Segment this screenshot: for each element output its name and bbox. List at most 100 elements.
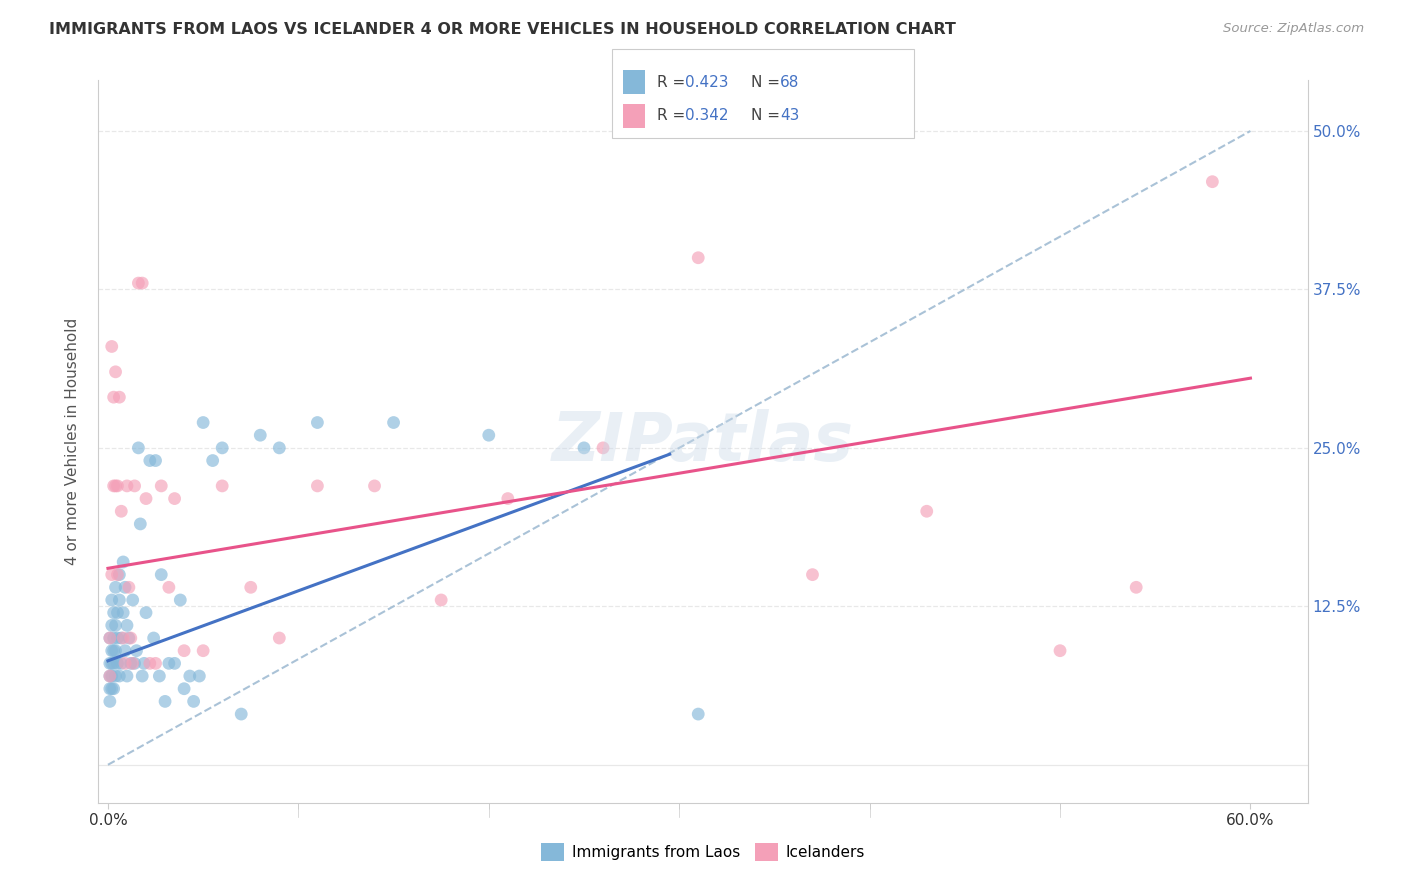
Immigrants from Laos (169, 593, 191, 607)
Immigrants from Laos (115, 618, 138, 632)
Immigrants from Laos (100, 618, 122, 632)
Text: 0.342: 0.342 (685, 109, 728, 123)
Icelanders (239, 580, 262, 594)
Icelanders (211, 479, 233, 493)
Immigrants from Laos (478, 428, 501, 442)
Icelanders (1125, 580, 1147, 594)
Immigrants from Laos (382, 416, 405, 430)
Immigrants from Laos (110, 631, 132, 645)
Immigrants from Laos (98, 681, 121, 696)
Icelanders (131, 276, 153, 290)
Icelanders (107, 567, 129, 582)
Immigrants from Laos (201, 453, 224, 467)
Immigrants from Laos (108, 593, 131, 607)
Immigrants from Laos (173, 681, 195, 696)
Text: IMMIGRANTS FROM LAOS VS ICELANDER 4 OR MORE VEHICLES IN HOUSEHOLD CORRELATION CH: IMMIGRANTS FROM LAOS VS ICELANDER 4 OR M… (49, 22, 956, 37)
Icelanders (157, 580, 180, 594)
Immigrants from Laos (163, 657, 186, 671)
Immigrants from Laos (103, 606, 125, 620)
Immigrants from Laos (153, 694, 176, 708)
Immigrants from Laos (112, 555, 135, 569)
Immigrants from Laos (142, 631, 165, 645)
Immigrants from Laos (139, 453, 162, 467)
Icelanders (139, 657, 162, 671)
Icelanders (121, 657, 143, 671)
Immigrants from Laos (125, 643, 148, 657)
Icelanders (103, 390, 125, 404)
Icelanders (100, 339, 122, 353)
Immigrants from Laos (148, 669, 170, 683)
Immigrants from Laos (127, 441, 149, 455)
Icelanders (430, 593, 453, 607)
Icelanders (307, 479, 329, 493)
Immigrants from Laos (114, 643, 136, 657)
Immigrants from Laos (112, 606, 135, 620)
Immigrants from Laos (307, 416, 329, 430)
Icelanders (915, 504, 938, 518)
Immigrants from Laos (98, 631, 121, 645)
Immigrants from Laos (107, 657, 129, 671)
Immigrants from Laos (121, 593, 143, 607)
Icelanders (363, 479, 385, 493)
Text: N =: N = (751, 109, 785, 123)
Icelanders (112, 631, 135, 645)
Immigrants from Laos (572, 441, 595, 455)
Immigrants from Laos (115, 669, 138, 683)
Immigrants from Laos (269, 441, 291, 455)
Icelanders (191, 643, 214, 657)
Immigrants from Laos (131, 669, 153, 683)
Icelanders (145, 657, 167, 671)
Immigrants from Laos (157, 657, 180, 671)
Immigrants from Laos (104, 669, 127, 683)
Immigrants from Laos (103, 657, 125, 671)
Icelanders (114, 657, 136, 671)
Text: N =: N = (751, 75, 785, 89)
Icelanders (120, 631, 142, 645)
Icelanders (592, 441, 614, 455)
Immigrants from Laos (120, 657, 142, 671)
Immigrants from Laos (211, 441, 233, 455)
Immigrants from Laos (114, 580, 136, 594)
Icelanders (103, 479, 125, 493)
Immigrants from Laos (108, 567, 131, 582)
Immigrants from Laos (129, 516, 152, 531)
Icelanders (150, 479, 173, 493)
Immigrants from Laos (188, 669, 211, 683)
Immigrants from Laos (108, 669, 131, 683)
Immigrants from Laos (103, 643, 125, 657)
Icelanders (801, 567, 824, 582)
Immigrants from Laos (231, 707, 253, 722)
Icelanders (104, 365, 127, 379)
Text: R =: R = (657, 75, 690, 89)
Immigrants from Laos (135, 606, 157, 620)
Immigrants from Laos (104, 580, 127, 594)
Immigrants from Laos (98, 669, 121, 683)
Text: ZIPatlas: ZIPatlas (553, 409, 853, 475)
Icelanders (110, 504, 132, 518)
Icelanders (124, 479, 146, 493)
Immigrants from Laos (249, 428, 271, 442)
Icelanders (688, 251, 710, 265)
Immigrants from Laos (145, 453, 167, 467)
Legend: Immigrants from Laos, Icelanders: Immigrants from Laos, Icelanders (534, 837, 872, 867)
Icelanders (115, 479, 138, 493)
Immigrants from Laos (124, 657, 146, 671)
Icelanders (269, 631, 291, 645)
Immigrants from Laos (98, 694, 121, 708)
Text: Source: ZipAtlas.com: Source: ZipAtlas.com (1223, 22, 1364, 36)
Text: 0.423: 0.423 (685, 75, 728, 89)
Immigrants from Laos (104, 618, 127, 632)
Immigrants from Laos (179, 669, 201, 683)
Text: 43: 43 (780, 109, 800, 123)
Icelanders (104, 479, 127, 493)
Icelanders (173, 643, 195, 657)
Immigrants from Laos (103, 631, 125, 645)
Text: 68: 68 (780, 75, 800, 89)
Immigrants from Laos (118, 631, 141, 645)
Icelanders (98, 631, 121, 645)
Immigrants from Laos (100, 657, 122, 671)
Icelanders (135, 491, 157, 506)
Immigrants from Laos (183, 694, 205, 708)
Immigrants from Laos (150, 567, 173, 582)
Icelanders (98, 669, 121, 683)
